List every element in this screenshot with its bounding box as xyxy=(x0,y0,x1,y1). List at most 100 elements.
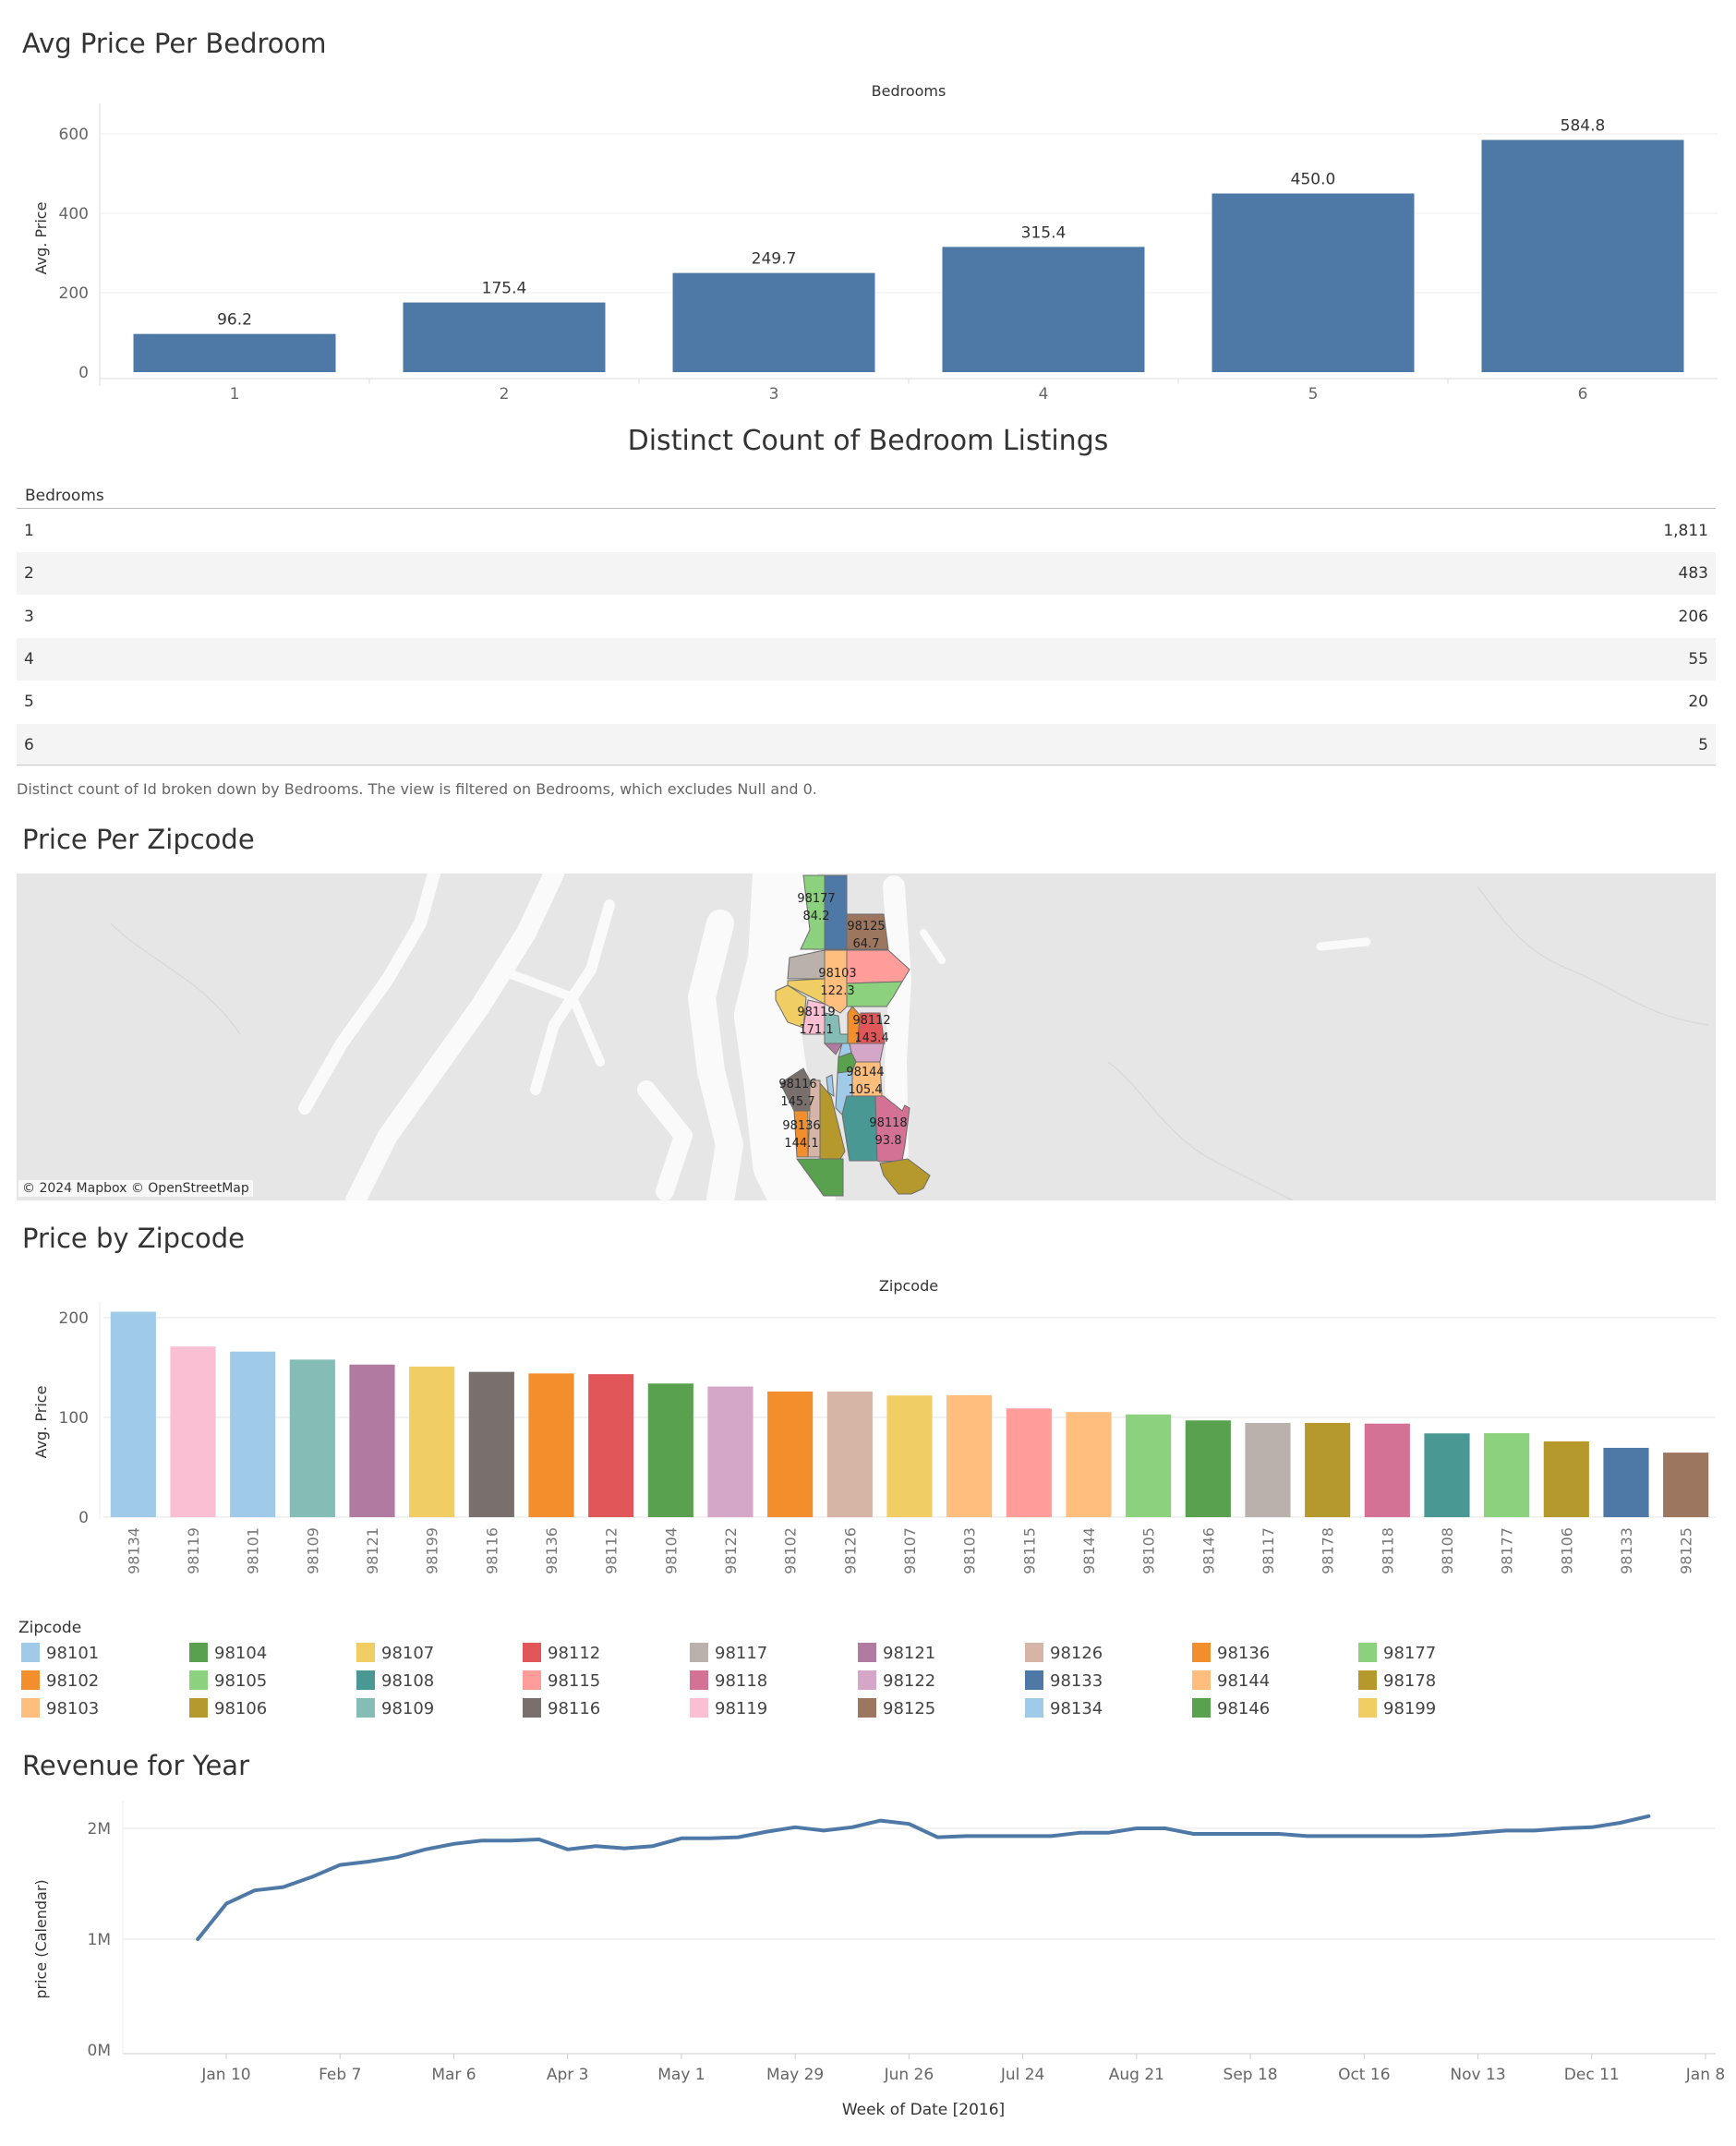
count-cell: 483 xyxy=(1678,564,1708,584)
table-row[interactable]: 3 206 xyxy=(17,595,1716,638)
legend-label: 98116 xyxy=(548,1699,601,1718)
x-tick-label: 98116 xyxy=(483,1527,500,1574)
x-tick-label: 3 xyxy=(769,385,779,404)
bedrooms-cell: 6 xyxy=(24,735,34,754)
zipcode-regions[interactable] xyxy=(775,874,931,1197)
column-header: Bedrooms xyxy=(872,82,946,100)
region-98134-west[interactable] xyxy=(826,1074,835,1097)
bar-bedroom-4 xyxy=(942,247,1145,372)
x-tick-label: 98107 xyxy=(901,1527,919,1574)
bar-zip-98102 xyxy=(767,1391,814,1517)
x-tick-label: 98119 xyxy=(185,1527,202,1574)
bedroom-chart-title: Avg Price Per Bedroom xyxy=(22,28,327,59)
bar-zip-98109 xyxy=(289,1359,335,1517)
count-cell: 1,811 xyxy=(1663,522,1708,540)
map-canvas[interactable]: 98177 84.2 98125 64.7 98103 122.3 98119 171.1 98… xyxy=(17,874,1716,1200)
count-cell: 55 xyxy=(1688,649,1708,669)
bar-zip-98115 xyxy=(1006,1408,1052,1517)
bar-zip-98103 xyxy=(946,1394,993,1517)
bar-zip-98112 xyxy=(588,1374,634,1517)
bar-value-label: 249.7 xyxy=(752,250,797,269)
table-row[interactable]: 5 20 xyxy=(17,681,1716,724)
region-98177[interactable] xyxy=(800,874,826,950)
legend-swatch xyxy=(356,1698,375,1718)
bar-zip-98134 xyxy=(110,1311,156,1517)
x-tick-label: 98134 xyxy=(125,1527,142,1574)
legend-label: 98136 xyxy=(1217,1644,1271,1663)
table-bottom-divider xyxy=(17,765,1716,766)
legend-swatch xyxy=(523,1643,541,1662)
region-98125[interactable] xyxy=(846,913,889,950)
region-98106[interactable] xyxy=(819,1081,846,1160)
legend-swatch xyxy=(690,1670,708,1690)
x-tick-label: 98125 xyxy=(1678,1527,1695,1574)
table-row[interactable]: 1 1,811 xyxy=(17,510,1716,552)
zipcode-map[interactable]: 98177 84.2 98125 64.7 98103 122.3 98119 171.1 98… xyxy=(17,874,1716,1200)
map-attribution[interactable]: © 2024 Mapbox © OpenStreetMap xyxy=(18,1180,253,1197)
x-tick-label: 2 xyxy=(500,385,510,404)
bar-value-label: 584.8 xyxy=(1561,117,1606,136)
region-98119[interactable] xyxy=(802,999,826,1035)
bar-zip-98105 xyxy=(1126,1414,1172,1517)
map-label-value: 143.4 xyxy=(854,1031,888,1045)
bedroom-bar-chart: Bedrooms 0 200 400 600 Avg. Price 96.2 1 175.4 2 2… xyxy=(32,82,1718,404)
region-98121[interactable] xyxy=(823,1043,843,1055)
bar-value-label: 315.4 xyxy=(1021,223,1067,242)
legend-label: 98102 xyxy=(46,1671,100,1691)
legend-label: 98125 xyxy=(883,1699,936,1718)
legend-label: 98199 xyxy=(1383,1699,1437,1718)
count-cell: 5 xyxy=(1698,735,1708,754)
x-tick-label: 98103 xyxy=(961,1527,979,1574)
x-tick-label: 98121 xyxy=(364,1527,381,1574)
legend-swatch xyxy=(1358,1643,1377,1662)
map-label-value: 64.7 xyxy=(853,937,880,951)
legend-label: 98105 xyxy=(214,1671,268,1691)
map-label-value: 144.1 xyxy=(784,1137,818,1151)
bedrooms-cell: 1 xyxy=(24,522,34,540)
x-tick-label: 98105 xyxy=(1140,1527,1158,1574)
y-tick-label: 1M xyxy=(88,1931,111,1949)
legend-label: 98109 xyxy=(381,1699,435,1718)
zipcode-bar-chart: Zipcode 0 100 200 Avg. Price 98134 98119 98101 9… xyxy=(32,1277,1716,1574)
legend-label: 98133 xyxy=(1050,1671,1103,1691)
bar-zip-98108 xyxy=(1424,1433,1470,1517)
legend-label: 98118 xyxy=(715,1671,768,1691)
region-98136[interactable] xyxy=(793,1110,809,1158)
bedrooms-cell: 3 xyxy=(24,607,34,626)
map-label-zip: 98177 xyxy=(797,892,835,906)
region-98118[interactable] xyxy=(874,1095,910,1163)
region-98103[interactable] xyxy=(824,949,848,1014)
legend-label: 98122 xyxy=(883,1671,936,1691)
x-tick-label: 98178 xyxy=(1320,1527,1337,1574)
legend-swatch xyxy=(858,1670,876,1690)
map-label-zip: 98116 xyxy=(778,1078,816,1091)
x-tick-label: 98146 xyxy=(1200,1527,1217,1574)
region-98126[interactable] xyxy=(807,1079,821,1158)
region-98108[interactable] xyxy=(841,1095,878,1162)
map-label-zip: 98103 xyxy=(818,967,856,981)
region-98146[interactable] xyxy=(796,1158,844,1197)
bedrooms-cell: 4 xyxy=(24,649,34,669)
legend-swatch xyxy=(1025,1670,1043,1690)
table-header-bedrooms[interactable]: Bedrooms xyxy=(25,487,104,505)
region-98105[interactable] xyxy=(846,981,903,1007)
bar-value-label: 175.4 xyxy=(482,280,527,298)
count-cell: 20 xyxy=(1688,693,1708,712)
y-tick-label: 600 xyxy=(59,126,89,144)
x-tick-label: Jan 8 xyxy=(1685,2066,1725,2084)
table-row[interactable]: 2 483 xyxy=(17,552,1716,596)
legend-swatch xyxy=(690,1698,708,1718)
region-98178[interactable] xyxy=(879,1158,931,1195)
x-tick-label: Jul 24 xyxy=(1000,2066,1045,2084)
region-98107[interactable] xyxy=(787,978,826,1005)
map-label-zip: 98144 xyxy=(846,1066,884,1079)
x-tick-label: May 1 xyxy=(657,2066,705,2084)
table-row[interactable]: 4 55 xyxy=(17,637,1716,681)
region-98112[interactable] xyxy=(856,1012,886,1044)
bar-value-label: 450.0 xyxy=(1291,171,1336,189)
x-tick-label: 98102 xyxy=(782,1527,800,1574)
bar-zip-98104 xyxy=(647,1383,693,1517)
legend-label: 98112 xyxy=(548,1644,601,1663)
revenue-line xyxy=(196,1814,1651,1941)
